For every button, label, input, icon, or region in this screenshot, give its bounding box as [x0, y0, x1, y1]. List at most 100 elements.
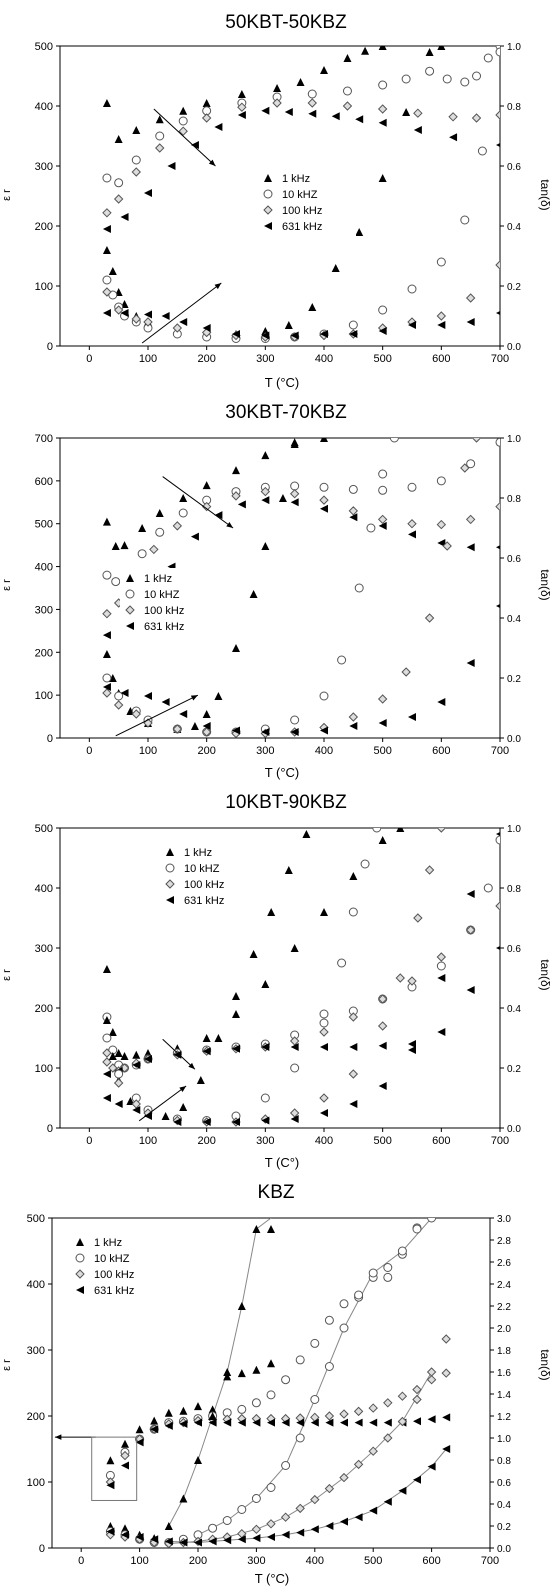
y2-tick-label: 2.0 — [497, 1324, 511, 1335]
annotation-arrowhead — [226, 521, 234, 528]
annotation-arrow — [162, 1038, 196, 1070]
legend-marker — [126, 574, 134, 582]
x-tick-label: 500 — [373, 745, 391, 757]
data-point — [237, 111, 246, 119]
y2-tick-label: 0.8 — [507, 884, 521, 895]
data-point — [355, 115, 364, 124]
y2-tick-label: 0.8 — [507, 102, 521, 113]
x-tick-label: 600 — [432, 1135, 450, 1147]
data-point — [290, 728, 299, 736]
annotation-arrowhead — [179, 1086, 187, 1093]
legend-marker — [166, 848, 174, 856]
x-tick-label: 700 — [491, 745, 509, 757]
data-point — [149, 544, 159, 555]
y2-tick-label: 0.0 — [507, 1124, 521, 1135]
data-point — [408, 530, 416, 539]
x-tick-label: 400 — [315, 745, 333, 757]
legend-marker — [165, 863, 175, 873]
data-point — [398, 1486, 407, 1495]
data-point — [427, 1415, 436, 1424]
data-point — [349, 1100, 358, 1108]
data-point — [102, 965, 111, 973]
y-tick-label: 500 — [35, 41, 53, 53]
data-point — [121, 1461, 129, 1470]
data-point — [214, 123, 223, 131]
data-point — [290, 481, 300, 491]
data-point — [232, 466, 240, 475]
data-point — [155, 131, 165, 141]
legend-label: 1 kHz — [184, 847, 212, 859]
x-tick-label: 100 — [139, 353, 157, 365]
data-point — [102, 570, 112, 580]
data-point — [155, 509, 164, 517]
fit-line — [168, 1218, 272, 1527]
data-point — [120, 309, 129, 317]
data-point — [290, 1115, 299, 1123]
data-point — [102, 673, 112, 683]
data-point — [272, 98, 282, 108]
plot-content — [105, 1218, 451, 1548]
data-point — [114, 178, 124, 188]
data-point — [232, 1010, 240, 1018]
data-point — [427, 1462, 436, 1471]
data-point — [111, 542, 120, 550]
data-point — [377, 994, 388, 1004]
data-point — [466, 986, 475, 994]
data-point — [261, 451, 270, 460]
data-point — [320, 1109, 328, 1117]
data-point — [483, 53, 493, 63]
data-point — [102, 287, 112, 297]
data-point — [280, 1512, 291, 1522]
data-point — [108, 290, 118, 300]
data-point — [164, 1408, 173, 1417]
y2-tick-label: 0.6 — [497, 1478, 511, 1489]
data-point — [167, 162, 176, 170]
data-point — [412, 1394, 422, 1405]
data-point — [179, 318, 188, 326]
data-point — [267, 908, 276, 916]
legend-label: 631 kHz — [144, 621, 184, 633]
data-point — [194, 1456, 202, 1464]
data-point — [320, 1043, 328, 1051]
chart-title: 50KBT-50KBZ — [225, 12, 347, 33]
plot-frame — [59, 827, 501, 1129]
data-point — [349, 872, 358, 880]
data-point — [267, 1225, 275, 1233]
chart-title: 30KBT-70KBZ — [225, 402, 347, 423]
data-point — [267, 1418, 275, 1427]
data-point — [383, 1263, 393, 1272]
data-point — [114, 1069, 124, 1079]
data-point — [126, 1097, 135, 1105]
data-point — [340, 1517, 348, 1526]
chart-title: KBZ — [258, 1182, 295, 1203]
data-point — [179, 1419, 188, 1428]
data-point — [108, 1063, 118, 1073]
legend-marker — [264, 174, 272, 182]
data-point — [495, 835, 500, 845]
data-point — [324, 1315, 334, 1325]
y2-tick-label: 1.8 — [497, 1346, 511, 1357]
data-point — [342, 101, 353, 111]
data-point — [495, 47, 500, 57]
data-point — [296, 1528, 305, 1537]
data-point — [349, 1043, 358, 1051]
data-point — [361, 46, 370, 55]
data-point — [278, 494, 287, 502]
data-point — [251, 1494, 261, 1503]
legend-box — [258, 168, 356, 238]
legend-marker — [76, 1238, 84, 1246]
y-axis-label: ε r — [1, 969, 13, 981]
data-point — [113, 700, 124, 710]
data-point — [437, 539, 446, 547]
data-point — [138, 524, 147, 532]
data-point — [237, 1404, 247, 1414]
data-point — [378, 174, 387, 182]
data-point — [237, 1369, 246, 1378]
data-point — [194, 1418, 202, 1427]
data-point — [179, 494, 188, 502]
data-point — [340, 1418, 348, 1427]
data-point — [237, 1505, 247, 1514]
data-point — [202, 99, 211, 107]
data-point — [120, 541, 129, 550]
